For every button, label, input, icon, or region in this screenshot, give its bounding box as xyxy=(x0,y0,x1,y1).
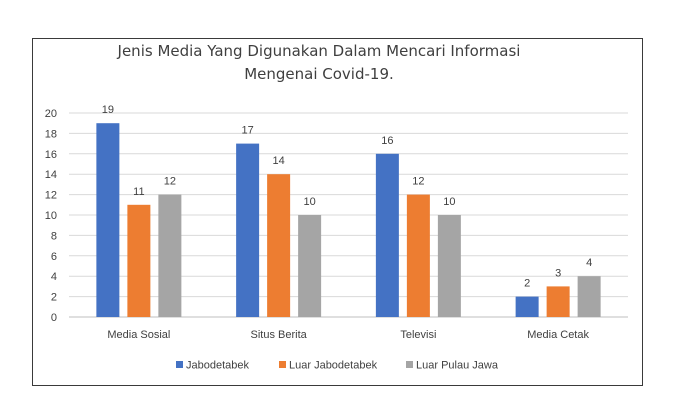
bar-luar-jabodetabek-situs-berita xyxy=(267,174,291,317)
data-label: 4 xyxy=(586,257,592,269)
data-label: 19 xyxy=(102,104,114,116)
data-label: 12 xyxy=(412,176,424,188)
bar-luar-pulau-jawa-televisi xyxy=(437,215,461,317)
bar-jabodetabek-media-sosial xyxy=(96,123,120,317)
data-label: 10 xyxy=(443,196,455,208)
legend-swatch-luar-pulau-jawa xyxy=(406,361,413,368)
data-label: 12 xyxy=(164,176,176,188)
x-axis-categories: Media Sosial Situs Berita Televisi Media Ce… xyxy=(107,329,589,341)
y-tick-label: 10 xyxy=(45,210,57,222)
data-label: 14 xyxy=(273,155,285,167)
bar-chart: Jenis Media Yang Digunakan Dalam Mencari… xyxy=(45,42,628,372)
chart-title-line-1: Jenis Media Yang Digunakan Dalam Mencari… xyxy=(117,42,521,60)
bar-luar-pulau-jawa-media-cetak xyxy=(577,276,601,317)
x-category-label: Situs Berita xyxy=(251,329,308,341)
data-labels: 19 11 12 17 14 10 16 12 10 2 3 4 xyxy=(102,104,592,289)
legend-swatch-luar-jabodetabek xyxy=(279,361,286,368)
x-category-label: Media Sosial xyxy=(107,329,170,341)
y-tick-label: 20 xyxy=(45,108,57,120)
y-tick-label: 6 xyxy=(51,251,57,263)
y-tick-label: 16 xyxy=(45,149,57,161)
data-label: 3 xyxy=(555,267,561,279)
bar-luar-jabodetabek-media-cetak xyxy=(546,286,570,317)
bars xyxy=(96,123,601,317)
legend: Jabodetabek Luar Jabodetabek Luar Pulau Ja… xyxy=(176,360,499,372)
legend-label-jabodetabek: Jabodetabek xyxy=(186,360,249,372)
legend-label-luar-jabodetabek: Luar Jabodetabek xyxy=(289,360,378,372)
bar-luar-pulau-jawa-situs-berita xyxy=(298,215,322,317)
y-tick-label: 0 xyxy=(51,312,57,324)
data-label: 17 xyxy=(242,125,254,137)
y-tick-label: 18 xyxy=(45,128,57,140)
x-category-label: Televisi xyxy=(400,329,436,341)
bar-jabodetabek-media-cetak xyxy=(515,296,539,317)
chart-frame: Jenis Media Yang Digunakan Dalam Mencari… xyxy=(32,38,643,386)
legend-swatch-jabodetabek xyxy=(176,361,183,368)
data-label: 10 xyxy=(304,196,316,208)
y-tick-label: 14 xyxy=(45,169,57,181)
data-label: 11 xyxy=(133,186,144,198)
gridlines xyxy=(69,112,628,318)
chart-title-line-2: Mengenai Covid-19. xyxy=(244,65,394,83)
x-category-label: Media Cetak xyxy=(527,329,589,341)
bar-jabodetabek-situs-berita xyxy=(236,143,260,317)
y-tick-label: 4 xyxy=(51,271,57,283)
legend-label-luar-pulau-jawa: Luar Pulau Jawa xyxy=(416,360,499,372)
y-tick-label: 12 xyxy=(45,190,57,202)
y-axis-ticks: 0 2 4 6 8 10 12 14 16 18 20 xyxy=(45,108,57,324)
bar-jabodetabek-televisi xyxy=(375,153,399,317)
y-tick-label: 8 xyxy=(51,230,57,242)
bar-luar-pulau-jawa-media-sosial xyxy=(158,194,182,317)
y-tick-label: 2 xyxy=(51,292,57,304)
bar-luar-jabodetabek-televisi xyxy=(406,194,430,317)
bar-luar-jabodetabek-media-sosial xyxy=(127,204,151,317)
data-label: 16 xyxy=(381,135,393,147)
data-label: 2 xyxy=(524,278,530,290)
